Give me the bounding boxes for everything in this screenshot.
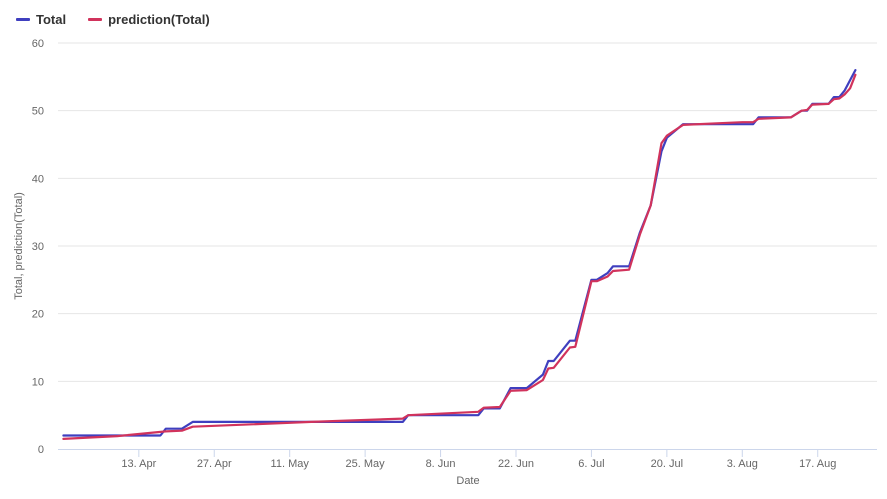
series-lines [62, 69, 857, 440]
legend-swatch-total [16, 18, 30, 21]
x-tick-label: 13. Apr [121, 458, 156, 470]
x-tick-label: 6. Jul [578, 458, 604, 470]
y-tick-label: 10 [32, 376, 44, 388]
y-tick-label: 30 [32, 241, 44, 253]
axes: 0 10 20 30 40 50 60 13. Apr 27. Apr 11. May 25. Ma… [32, 38, 877, 470]
y-tick-label: 20 [32, 309, 44, 321]
x-tick-label: 25. May [346, 458, 386, 470]
gridlines [58, 42, 877, 382]
series-line-prediction [62, 73, 857, 440]
y-tick-label: 0 [38, 444, 44, 456]
x-axis-title: Date [456, 475, 479, 487]
x-tick-label: 3. Aug [727, 458, 758, 470]
x-tick-label: 8. Jun [426, 458, 456, 470]
legend-label-total: Total [36, 12, 67, 27]
legend-item-prediction[interactable]: prediction(Total) [88, 12, 210, 27]
legend: Total prediction(Total) [16, 12, 210, 27]
y-tick-label: 60 [32, 38, 44, 50]
y-tick-label: 50 [32, 106, 44, 118]
x-tick-label: 20. Jul [651, 458, 683, 470]
series-line-total [62, 69, 857, 437]
x-tick-label: 11. May [271, 458, 310, 470]
legend-label-prediction: prediction(Total) [108, 12, 210, 27]
legend-item-total[interactable]: Total [16, 12, 66, 27]
y-axis-title: Total, prediction(Total) [13, 192, 25, 300]
y-tick-label: 40 [32, 173, 44, 185]
x-tick-label: 27. Apr [197, 458, 232, 470]
x-tick-label: 17. Aug [799, 458, 836, 470]
x-tick-label: 22. Jun [498, 458, 534, 470]
legend-swatch-prediction [88, 18, 103, 21]
